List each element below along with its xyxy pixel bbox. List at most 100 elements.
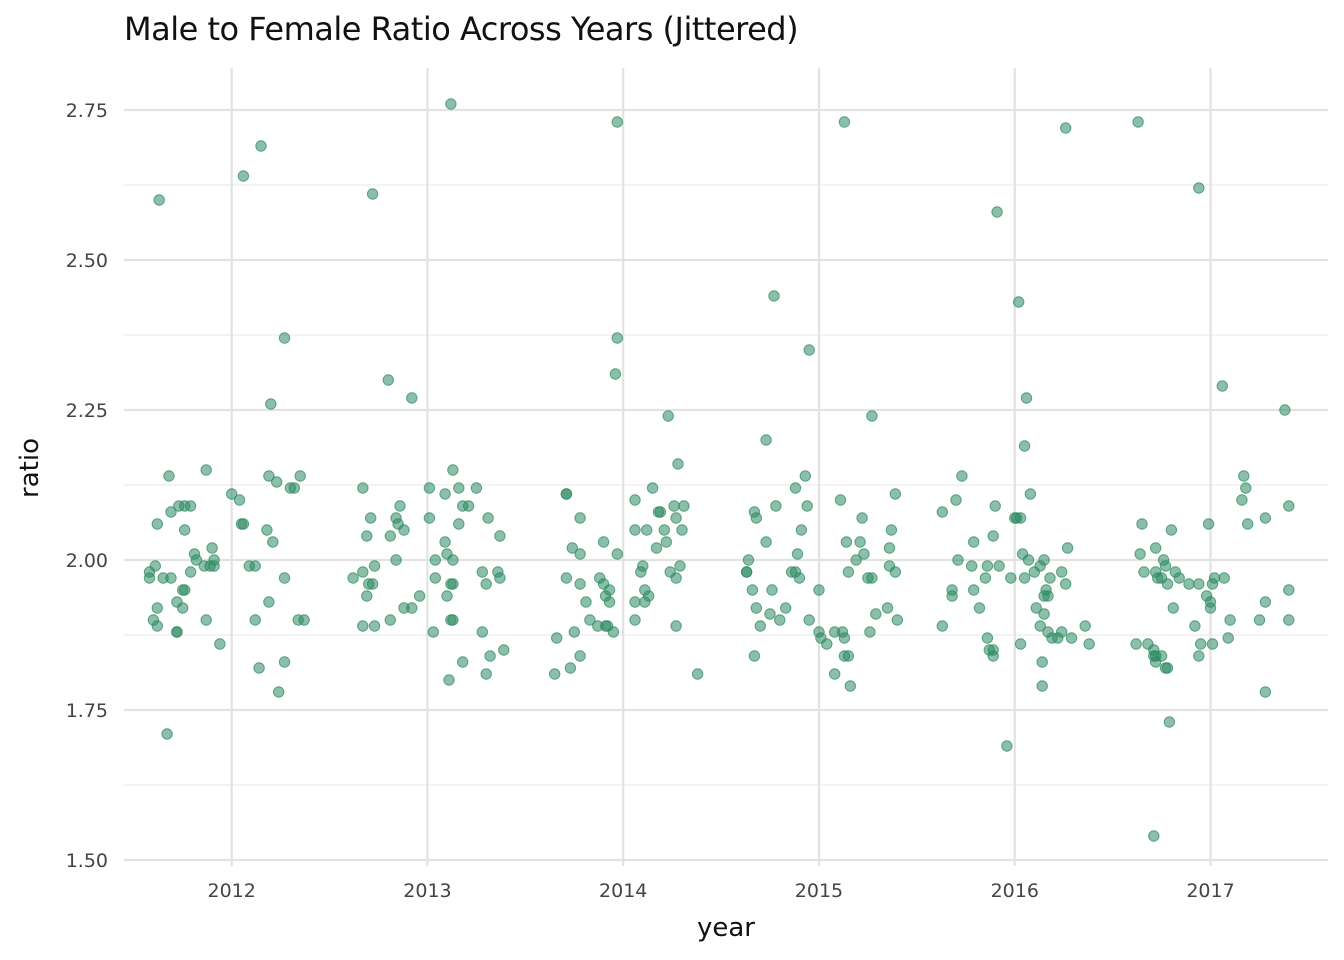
data-point — [611, 116, 623, 128]
y-axis-title: ratio — [15, 438, 45, 498]
data-point — [237, 170, 250, 182]
data-point — [447, 578, 459, 590]
data-point — [394, 500, 406, 512]
data-point — [1259, 686, 1272, 698]
data-point — [1163, 716, 1176, 728]
data-point — [750, 512, 762, 524]
data-point — [844, 680, 856, 692]
data-point — [991, 206, 1003, 218]
data-point — [151, 620, 164, 632]
data-point — [357, 482, 369, 494]
data-point — [1061, 542, 1074, 554]
y-tick-labels: 1.50 1.75 2.00 2.25 2.50 2.75 — [66, 100, 108, 872]
data-point — [470, 482, 483, 494]
data-point — [151, 602, 164, 614]
data-point — [294, 470, 306, 482]
y-tick-label: 2.25 — [66, 400, 108, 422]
data-point — [1038, 590, 1050, 602]
data-point — [484, 650, 496, 662]
data-point — [560, 488, 573, 500]
x-tick-label: 2013 — [403, 880, 451, 902]
data-point — [829, 668, 841, 680]
data-point — [1193, 182, 1205, 194]
data-point — [834, 494, 847, 506]
data-point — [1173, 572, 1185, 584]
data-point — [1024, 488, 1037, 500]
data-point — [357, 566, 369, 578]
data-point — [551, 632, 563, 644]
x-tick-labels: 2012 2013 2014 2015 2016 2017 — [207, 880, 1234, 902]
data-point — [1136, 518, 1148, 530]
data-point — [439, 488, 451, 500]
data-point — [629, 614, 641, 626]
data-point — [1222, 632, 1234, 644]
data-point — [993, 560, 1005, 572]
data-point — [670, 620, 682, 632]
data-point — [838, 632, 851, 644]
x-tick-label: 2015 — [795, 880, 843, 902]
y-tick-label: 2.00 — [66, 550, 108, 572]
data-point — [856, 512, 868, 524]
data-point — [1013, 296, 1025, 308]
data-point — [1065, 632, 1078, 644]
data-point — [966, 560, 978, 572]
data-point — [423, 482, 436, 494]
data-point — [866, 572, 878, 584]
data-point — [742, 554, 755, 566]
data-point — [1259, 512, 1272, 524]
data-point — [476, 566, 488, 578]
data-point — [768, 290, 780, 302]
data-point — [179, 524, 191, 536]
data-point — [1150, 656, 1162, 668]
data-point — [676, 524, 688, 536]
minor-gridlines — [124, 184, 1328, 786]
data-point — [429, 554, 441, 566]
data-point — [267, 536, 279, 548]
y-tick-label: 2.75 — [66, 100, 108, 122]
data-point — [384, 614, 396, 626]
data-point — [883, 542, 896, 554]
data-point — [261, 524, 273, 536]
data-point — [968, 584, 980, 596]
data-point — [361, 590, 373, 602]
data-point — [821, 638, 833, 650]
data-point — [885, 524, 898, 536]
data-point — [161, 728, 173, 740]
data-point — [443, 674, 455, 686]
data-point — [956, 470, 968, 482]
data-point — [249, 614, 261, 626]
data-point — [263, 470, 275, 482]
data-point — [390, 554, 402, 566]
data-point — [184, 566, 197, 578]
data-point — [1148, 830, 1160, 842]
data-point — [1208, 572, 1221, 584]
data-point — [1202, 518, 1215, 530]
data-point — [740, 566, 753, 578]
data-point — [271, 476, 283, 488]
data-point — [179, 584, 191, 596]
data-point — [1253, 614, 1266, 626]
data-point — [1204, 596, 1217, 608]
data-point — [1060, 578, 1072, 590]
data-point — [1001, 740, 1013, 752]
data-point — [249, 560, 261, 572]
data-point — [453, 482, 465, 494]
data-point — [1189, 620, 1201, 632]
data-point — [263, 596, 275, 608]
data-point — [1150, 542, 1162, 554]
data-point — [597, 536, 610, 548]
data-point — [1079, 620, 1091, 632]
data-point — [165, 506, 177, 518]
data-point — [278, 572, 291, 584]
data-point — [584, 614, 596, 626]
data-point — [1014, 638, 1027, 650]
data-point — [764, 608, 776, 620]
data-point — [206, 542, 218, 554]
data-point — [803, 614, 815, 626]
data-point — [1138, 566, 1150, 578]
data-point — [462, 500, 475, 512]
data-point — [368, 620, 381, 632]
data-point — [637, 560, 649, 572]
data-point — [838, 116, 851, 128]
data-point — [165, 572, 177, 584]
